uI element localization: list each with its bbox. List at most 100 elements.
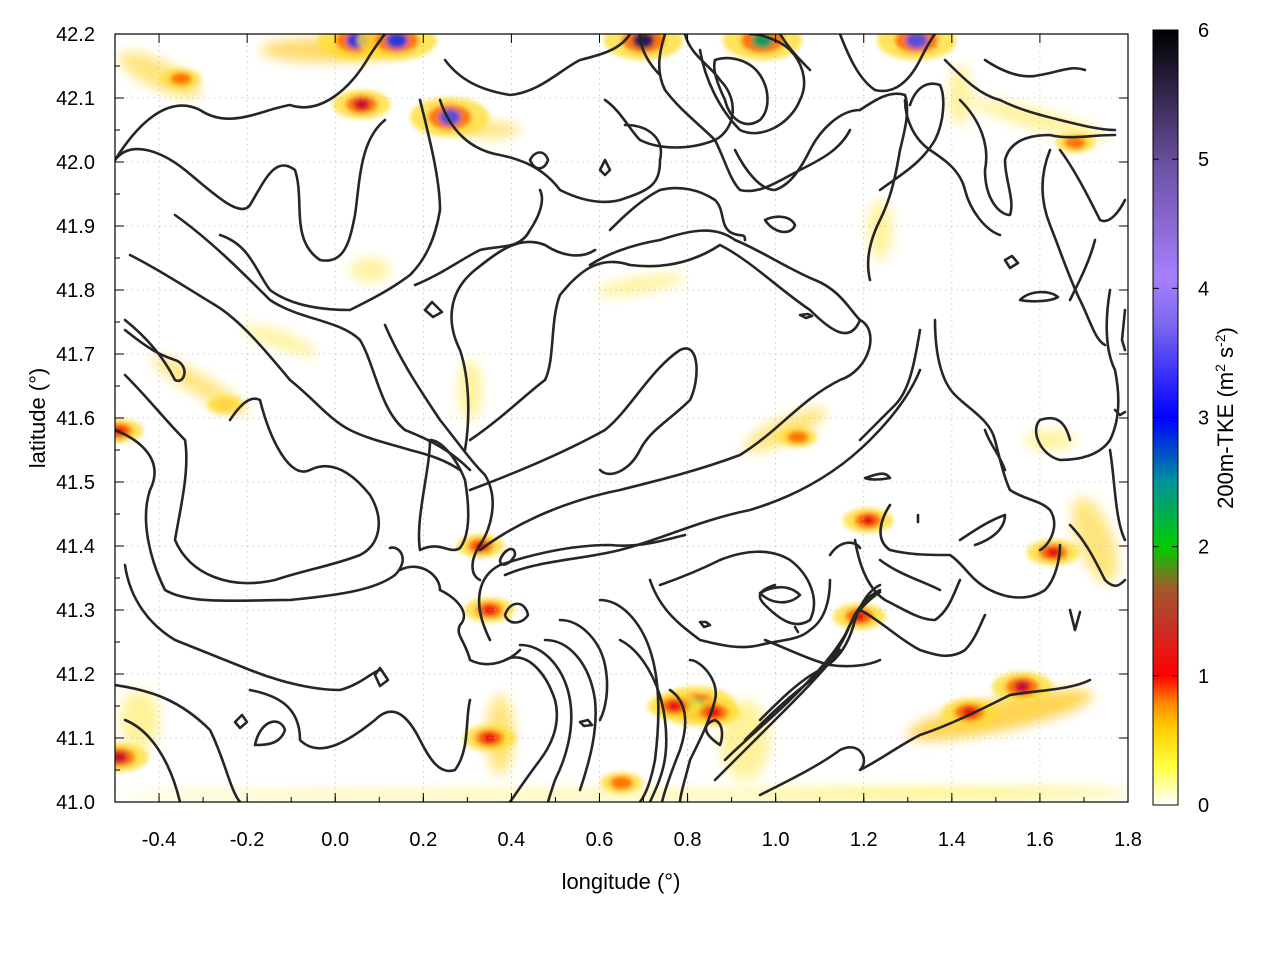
contour-line [468,347,698,492]
y-axis: 41.0 41.1 41.2 41.3 41.4 41.5 41.6 41.7 41.8 41.9… [56,24,1128,814]
contour-line [588,229,862,322]
contour-line [678,658,718,802]
colorbar-tick-label: 1 [1198,666,1209,688]
x-tick-label: 0.6 [586,829,614,851]
y-tick-label: 42.0 [56,152,95,174]
contour-line [248,688,472,773]
x-tick-label: 1.2 [850,829,878,851]
x-tick-label: -0.4 [142,829,176,851]
contour-line [658,550,816,626]
contour-line [528,151,550,170]
contour-line [468,243,862,442]
contour-line [218,98,442,312]
contour-line [758,583,882,722]
x-tick-label: 0.2 [409,829,437,851]
colorbar-title-part: 200m-TKE (m [1213,372,1238,509]
contour-line [443,34,632,97]
contour-line [858,608,987,658]
contour-line [758,585,802,604]
tke-hotspot-core [861,515,875,526]
contour-line [798,312,814,320]
contour-line [503,656,559,802]
contour-line [903,98,1002,237]
contour-line [438,588,522,666]
contour-line [983,428,1007,472]
contour-line [1068,608,1082,632]
y-tick-label: 41.3 [56,600,95,622]
colorbar-ticks: 0 1 2 3 4 5 6 [1153,20,1209,817]
colorbar-title-part: s [1213,347,1238,364]
contour-line [879,503,1062,599]
y-tick-label: 41.2 [56,664,95,686]
contour-line [657,34,852,193]
x-tick-label: 1.8 [1114,829,1142,851]
tke-hotspot-core [667,700,682,712]
contour-line [233,713,249,730]
tke-hotspot-core [1045,547,1061,558]
tke-hotspot [215,399,236,412]
contour-line [1108,448,1127,542]
tke-hotspot-core [905,34,928,49]
contour-line [858,92,909,282]
contour-line [698,34,806,135]
x-axis-title: longitude (°) [562,869,681,894]
contour-line [763,215,797,234]
contour-line [598,598,660,802]
y-tick-label: 41.1 [56,728,95,750]
colorbar-title: 200m-TKE (m2 s-2) [1212,327,1238,509]
x-tick-label: -0.2 [230,829,264,851]
tke-hotspot-core [353,98,370,111]
contour-line [853,538,962,622]
contour-line [758,678,1092,797]
colorbar-tick-label: 5 [1198,149,1209,171]
colorbar-title-sup: -2 [1212,334,1228,347]
contour-line [638,34,662,77]
contour-line [503,602,530,624]
contour-line [704,718,724,747]
x-tick-label: 1.6 [1026,829,1054,851]
x-tick-label: 1.4 [938,829,966,851]
contour-line [712,56,769,126]
tke-hotspot-core [1014,680,1031,694]
contour-line [115,34,387,162]
contour-line [115,118,387,262]
contour-line [477,533,687,642]
y-tick-label: 42.2 [56,24,95,46]
x-tick-label: 1.0 [762,829,790,851]
contour-line [438,98,663,204]
y-axis-title: latitude (°) [25,368,50,469]
contour-line [173,213,472,472]
contour-line [1068,238,1097,302]
y-tick-label: 41.5 [56,472,95,494]
contour-line [115,428,404,603]
contour-line [733,108,862,192]
contour-line [713,648,842,782]
y-tick-label: 41.0 [56,792,95,814]
contour-line [383,323,494,582]
contour-line [878,558,942,592]
contour-line [543,638,597,792]
contour-line [423,300,444,319]
x-tick-label: 0.0 [321,829,349,851]
tke-hotspot-core [632,34,655,49]
y-tick-label: 42.1 [56,88,95,110]
contour-line [503,368,922,577]
contour-line [123,318,186,383]
contour-line [253,720,287,747]
contour-line [763,638,882,668]
contour-line [128,253,462,472]
contour-line [558,618,609,722]
contour-line [518,643,573,802]
tke-hotspot [609,776,634,790]
colorbar-title-sup: 2 [1212,364,1228,372]
contour-line [1113,408,1127,417]
tke-hotspot-core [386,34,408,49]
tke-hotspot-core [115,751,128,764]
colorbar-tick-label: 0 [1198,795,1209,817]
contour-line [828,541,862,557]
contour-line [858,328,922,442]
contour-line [413,188,544,287]
contour-line [578,718,594,728]
y-tick-label: 41.4 [56,536,95,558]
